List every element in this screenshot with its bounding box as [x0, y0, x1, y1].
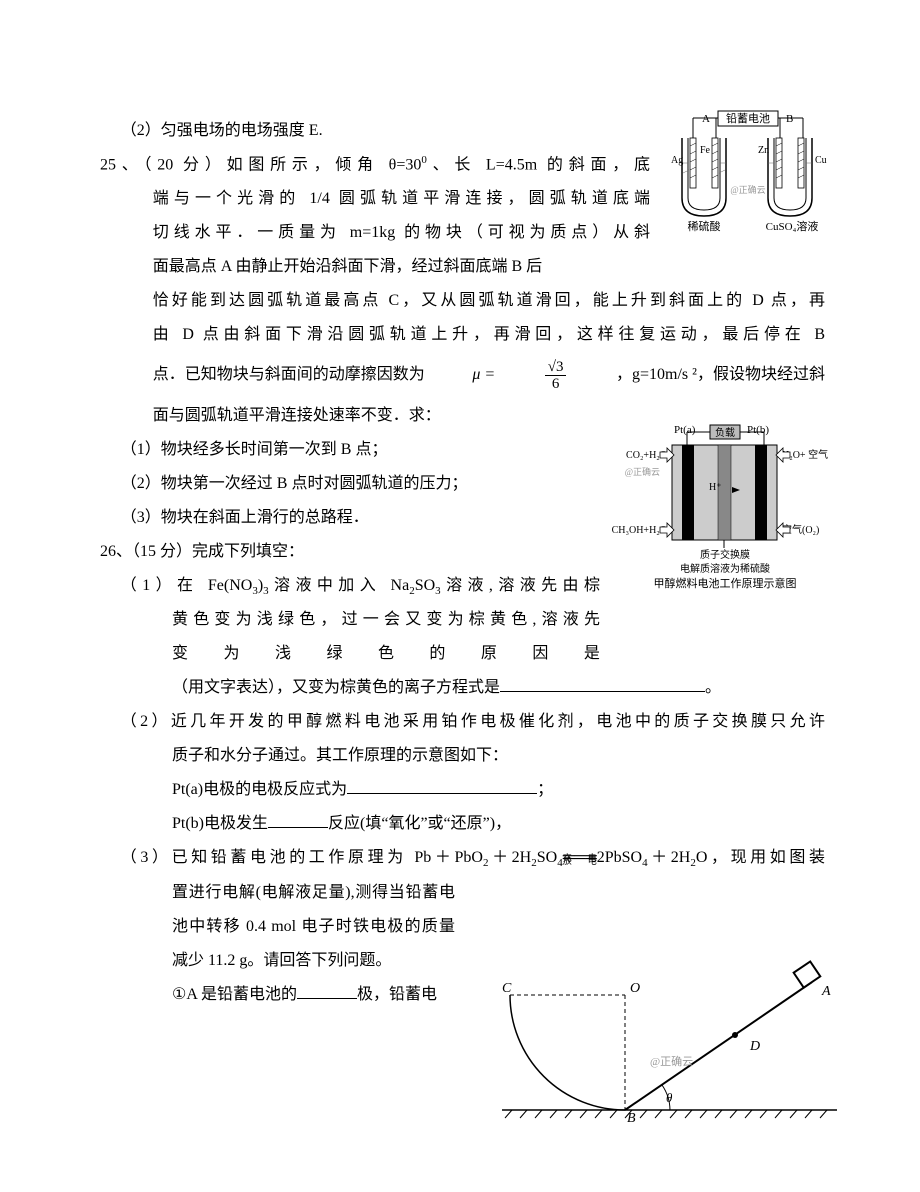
q25-l2: 点．已知物块与斜面间的动摩擦因数为 μ = √36 ，g=10m/s ²，假设物… [100, 353, 825, 398]
svg-text:CuSO₄溶液: CuSO₄溶液 [766, 219, 819, 233]
blank-input[interactable] [268, 827, 328, 828]
reversible-arrow-icon: 放电═══充电 [563, 842, 597, 874]
q26-p1a-l2: 黄色变为浅绿色，过一会又变为棕黄色,溶液先 [100, 604, 825, 636]
svg-text:A: A [702, 113, 710, 125]
blank-input[interactable] [500, 691, 705, 692]
figure-fuel-cell: 负载 Pt(a) Pt(b) H⁺ CO₂+H₂O H₂O+ 空气 @正确云 C… [612, 420, 837, 595]
svg-text:稀硫酸: 稀硫酸 [688, 219, 721, 233]
svg-text:A: A [821, 984, 831, 999]
svg-text:Fe: Fe [700, 145, 711, 156]
svg-text:O: O [630, 981, 640, 996]
figure-battery-electrolysis: 铅蓄电池 A B Ag Fe Zn Cu @正确云 稀硫酸 CuSO₄溶液 [660, 108, 835, 243]
svg-text:Pt(b): Pt(b) [747, 424, 769, 436]
svg-text:@正确云: @正确云 [730, 184, 765, 195]
q26-p2c: Pt(b)电极发生反应(填“氧化”或“还原”)， [100, 808, 825, 840]
svg-text:@正确云: @正确云 [650, 1055, 693, 1068]
svg-text:B: B [786, 113, 793, 125]
q26-p3b-l1: 置进行电解(电解液足量),测得当铅蓄电 [100, 877, 825, 909]
svg-text:甲醇燃料电池工作原理示意图: 甲醇燃料电池工作原理示意图 [654, 576, 797, 590]
svg-text:CH₃OH+H₂O: CH₃OH+H₂O [612, 525, 667, 536]
q25-l1a: 恰好能到达圆弧轨道最高点 C，又从圆弧轨道滑回，能上升到斜面上的 D 点，再 [100, 285, 825, 317]
svg-text:C: C [502, 981, 512, 996]
q26-p2b: Pt(a)电极的电极反应式为； [100, 774, 825, 806]
svg-text:θ: θ [666, 1090, 673, 1105]
q26-p2a-l1: （2）近几年开发的甲醇燃料电池采用铂作电极催化剂，电池中的质子交换膜只允许 [100, 706, 825, 738]
q26-p1c: （用文字表达），又变为棕黄色的离子方程式是。 [100, 672, 825, 704]
svg-text:H⁺: H⁺ [709, 482, 722, 493]
svg-text:电解质溶液为稀硫酸: 电解质溶液为稀硫酸 [680, 562, 770, 575]
q25-l2b: ，g=10m/s ²，假设物块经过斜 [616, 353, 825, 398]
q26-p1b: 变为浅绿色的原因是 [100, 638, 825, 670]
svg-text:D: D [749, 1039, 760, 1054]
svg-text:Cu: Cu [815, 155, 827, 166]
svg-text:负载: 负载 [715, 426, 735, 439]
svg-text:B: B [627, 1111, 636, 1122]
blank-input[interactable] [297, 998, 357, 999]
q26-p3b-l2: 池中转移 0.4 mol 电子时铁电极的质量 [100, 911, 825, 943]
fraction-icon: √36 [545, 359, 567, 393]
q25-l1b: 由 D 点由斜面下滑沿圆弧轨道上升，再滑回，这样往复运动，最后停在 B [100, 319, 825, 351]
blank-input[interactable] [347, 793, 537, 794]
svg-text:Ag: Ag [671, 155, 683, 166]
svg-text:Zn: Zn [758, 145, 769, 156]
q26-p2a-l2: 质子和水分子通过。其工作原理的示意图如下： [100, 740, 825, 772]
formula-mu: μ = [472, 353, 495, 398]
svg-text:质子交换膜: 质子交换膜 [700, 548, 750, 561]
q25-l2a: 点．已知物块与斜面间的动摩擦因数为 [153, 353, 425, 398]
q25-head-l4: 面最高点 A 由静止开始沿斜面下滑，经过斜面底端 B 后 [100, 251, 825, 283]
figure-incline-arc: θ C O B D A @正确云 [472, 950, 842, 1122]
svg-text:铅蓄电池: 铅蓄电池 [726, 111, 770, 125]
svg-text:Pt(a): Pt(a) [674, 424, 696, 436]
q26-p3a: （3）已知铅蓄电池的工作原理为 Pb＋PbO2＋2H2SO4放电═══充电2Pb… [100, 842, 825, 874]
svg-text:@正确云: @正确云 [625, 466, 660, 477]
